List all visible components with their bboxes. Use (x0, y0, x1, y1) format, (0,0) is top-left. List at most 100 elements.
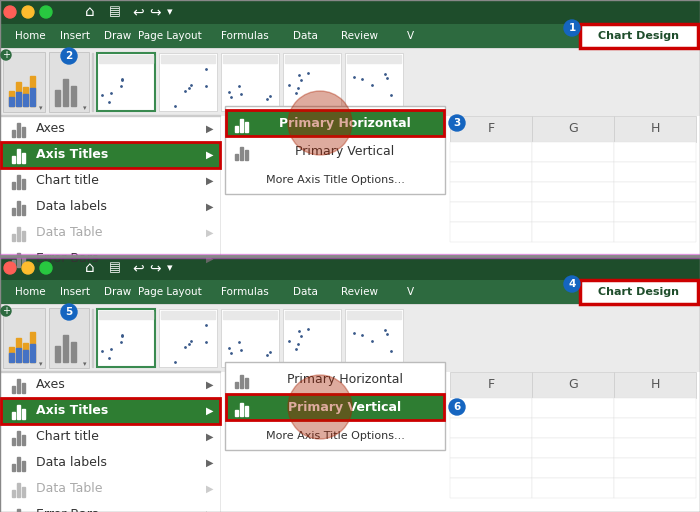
FancyBboxPatch shape (49, 52, 89, 112)
Circle shape (288, 375, 352, 439)
Text: 1: 1 (568, 23, 575, 33)
Bar (30, 88, 35, 106)
Text: ▤: ▤ (109, 6, 121, 18)
Bar (12, 464, 15, 471)
Text: 2: 2 (65, 51, 73, 61)
FancyBboxPatch shape (532, 182, 614, 202)
Bar (9, 91, 14, 106)
Text: Draw: Draw (104, 287, 132, 297)
FancyBboxPatch shape (283, 53, 341, 111)
Bar (30, 76, 35, 106)
Bar (92, 53, 93, 111)
Bar (235, 381, 238, 388)
Text: Home: Home (15, 31, 46, 41)
Text: ▶: ▶ (206, 510, 214, 512)
Text: Insert: Insert (60, 31, 90, 41)
Text: 3: 3 (454, 118, 461, 128)
Bar (0, 371, 220, 372)
Bar (22, 435, 25, 445)
Text: Data labels: Data labels (36, 457, 107, 470)
FancyBboxPatch shape (614, 202, 696, 222)
Bar (22, 204, 25, 215)
FancyBboxPatch shape (450, 162, 532, 182)
FancyBboxPatch shape (532, 222, 614, 242)
Bar (22, 257, 25, 267)
Circle shape (40, 262, 52, 274)
FancyBboxPatch shape (450, 222, 532, 242)
Text: ↪: ↪ (149, 5, 161, 19)
Bar (223, 55, 277, 63)
Bar (245, 122, 248, 132)
Bar (161, 55, 215, 63)
Bar (22, 409, 25, 419)
Bar (240, 147, 243, 160)
Text: ▾: ▾ (167, 263, 173, 273)
Text: Insert: Insert (60, 287, 90, 297)
FancyBboxPatch shape (614, 398, 696, 418)
Bar (161, 311, 215, 319)
Text: Axis Titles: Axis Titles (36, 404, 108, 417)
Text: ▶: ▶ (206, 150, 214, 160)
Text: +: + (2, 306, 10, 316)
FancyBboxPatch shape (450, 438, 532, 458)
FancyBboxPatch shape (450, 418, 532, 438)
Text: ▶: ▶ (206, 228, 214, 238)
FancyBboxPatch shape (450, 458, 532, 478)
Text: Axis Titles: Axis Titles (36, 148, 108, 161)
Text: Data labels: Data labels (36, 201, 107, 214)
FancyBboxPatch shape (0, 372, 220, 512)
FancyBboxPatch shape (49, 308, 89, 368)
FancyBboxPatch shape (226, 394, 444, 420)
FancyBboxPatch shape (614, 438, 696, 458)
Bar (235, 125, 238, 132)
FancyBboxPatch shape (0, 0, 700, 24)
Text: ▶: ▶ (206, 202, 214, 212)
Text: Data: Data (293, 287, 317, 297)
FancyBboxPatch shape (0, 280, 700, 304)
FancyBboxPatch shape (614, 116, 696, 142)
FancyBboxPatch shape (221, 53, 279, 111)
Text: Home: Home (15, 287, 46, 297)
Circle shape (1, 50, 11, 60)
Bar (92, 309, 93, 367)
Circle shape (22, 6, 34, 18)
Bar (22, 486, 25, 497)
Bar (12, 438, 15, 445)
FancyBboxPatch shape (1, 142, 220, 168)
FancyBboxPatch shape (0, 24, 700, 48)
Bar (12, 156, 15, 163)
FancyBboxPatch shape (1, 398, 220, 424)
Bar (63, 335, 68, 362)
Bar (22, 230, 25, 241)
Bar (16, 338, 21, 362)
FancyBboxPatch shape (532, 478, 614, 498)
Text: Error Bars: Error Bars (36, 252, 99, 266)
FancyBboxPatch shape (614, 478, 696, 498)
Bar (0, 115, 220, 116)
Circle shape (288, 91, 352, 155)
Bar (22, 179, 25, 189)
Bar (245, 378, 248, 388)
FancyBboxPatch shape (532, 438, 614, 458)
Text: Axes: Axes (36, 122, 66, 136)
Bar (245, 406, 248, 416)
Text: ▶: ▶ (206, 406, 214, 416)
Text: ▾: ▾ (83, 361, 87, 367)
Bar (12, 490, 15, 497)
Text: ▤: ▤ (109, 262, 121, 274)
Bar (17, 483, 20, 497)
Text: ▾: ▾ (39, 105, 43, 111)
Bar (55, 346, 60, 362)
FancyBboxPatch shape (0, 304, 700, 372)
FancyBboxPatch shape (532, 458, 614, 478)
FancyBboxPatch shape (614, 418, 696, 438)
Bar (17, 175, 20, 189)
Text: Axes: Axes (36, 378, 66, 392)
Circle shape (61, 304, 77, 320)
Text: ⌂: ⌂ (85, 5, 94, 19)
Text: H: H (650, 378, 659, 392)
Text: ↩: ↩ (132, 261, 144, 275)
Text: ▾: ▾ (167, 7, 173, 17)
Text: ▶: ▶ (206, 432, 214, 442)
Circle shape (40, 6, 52, 18)
